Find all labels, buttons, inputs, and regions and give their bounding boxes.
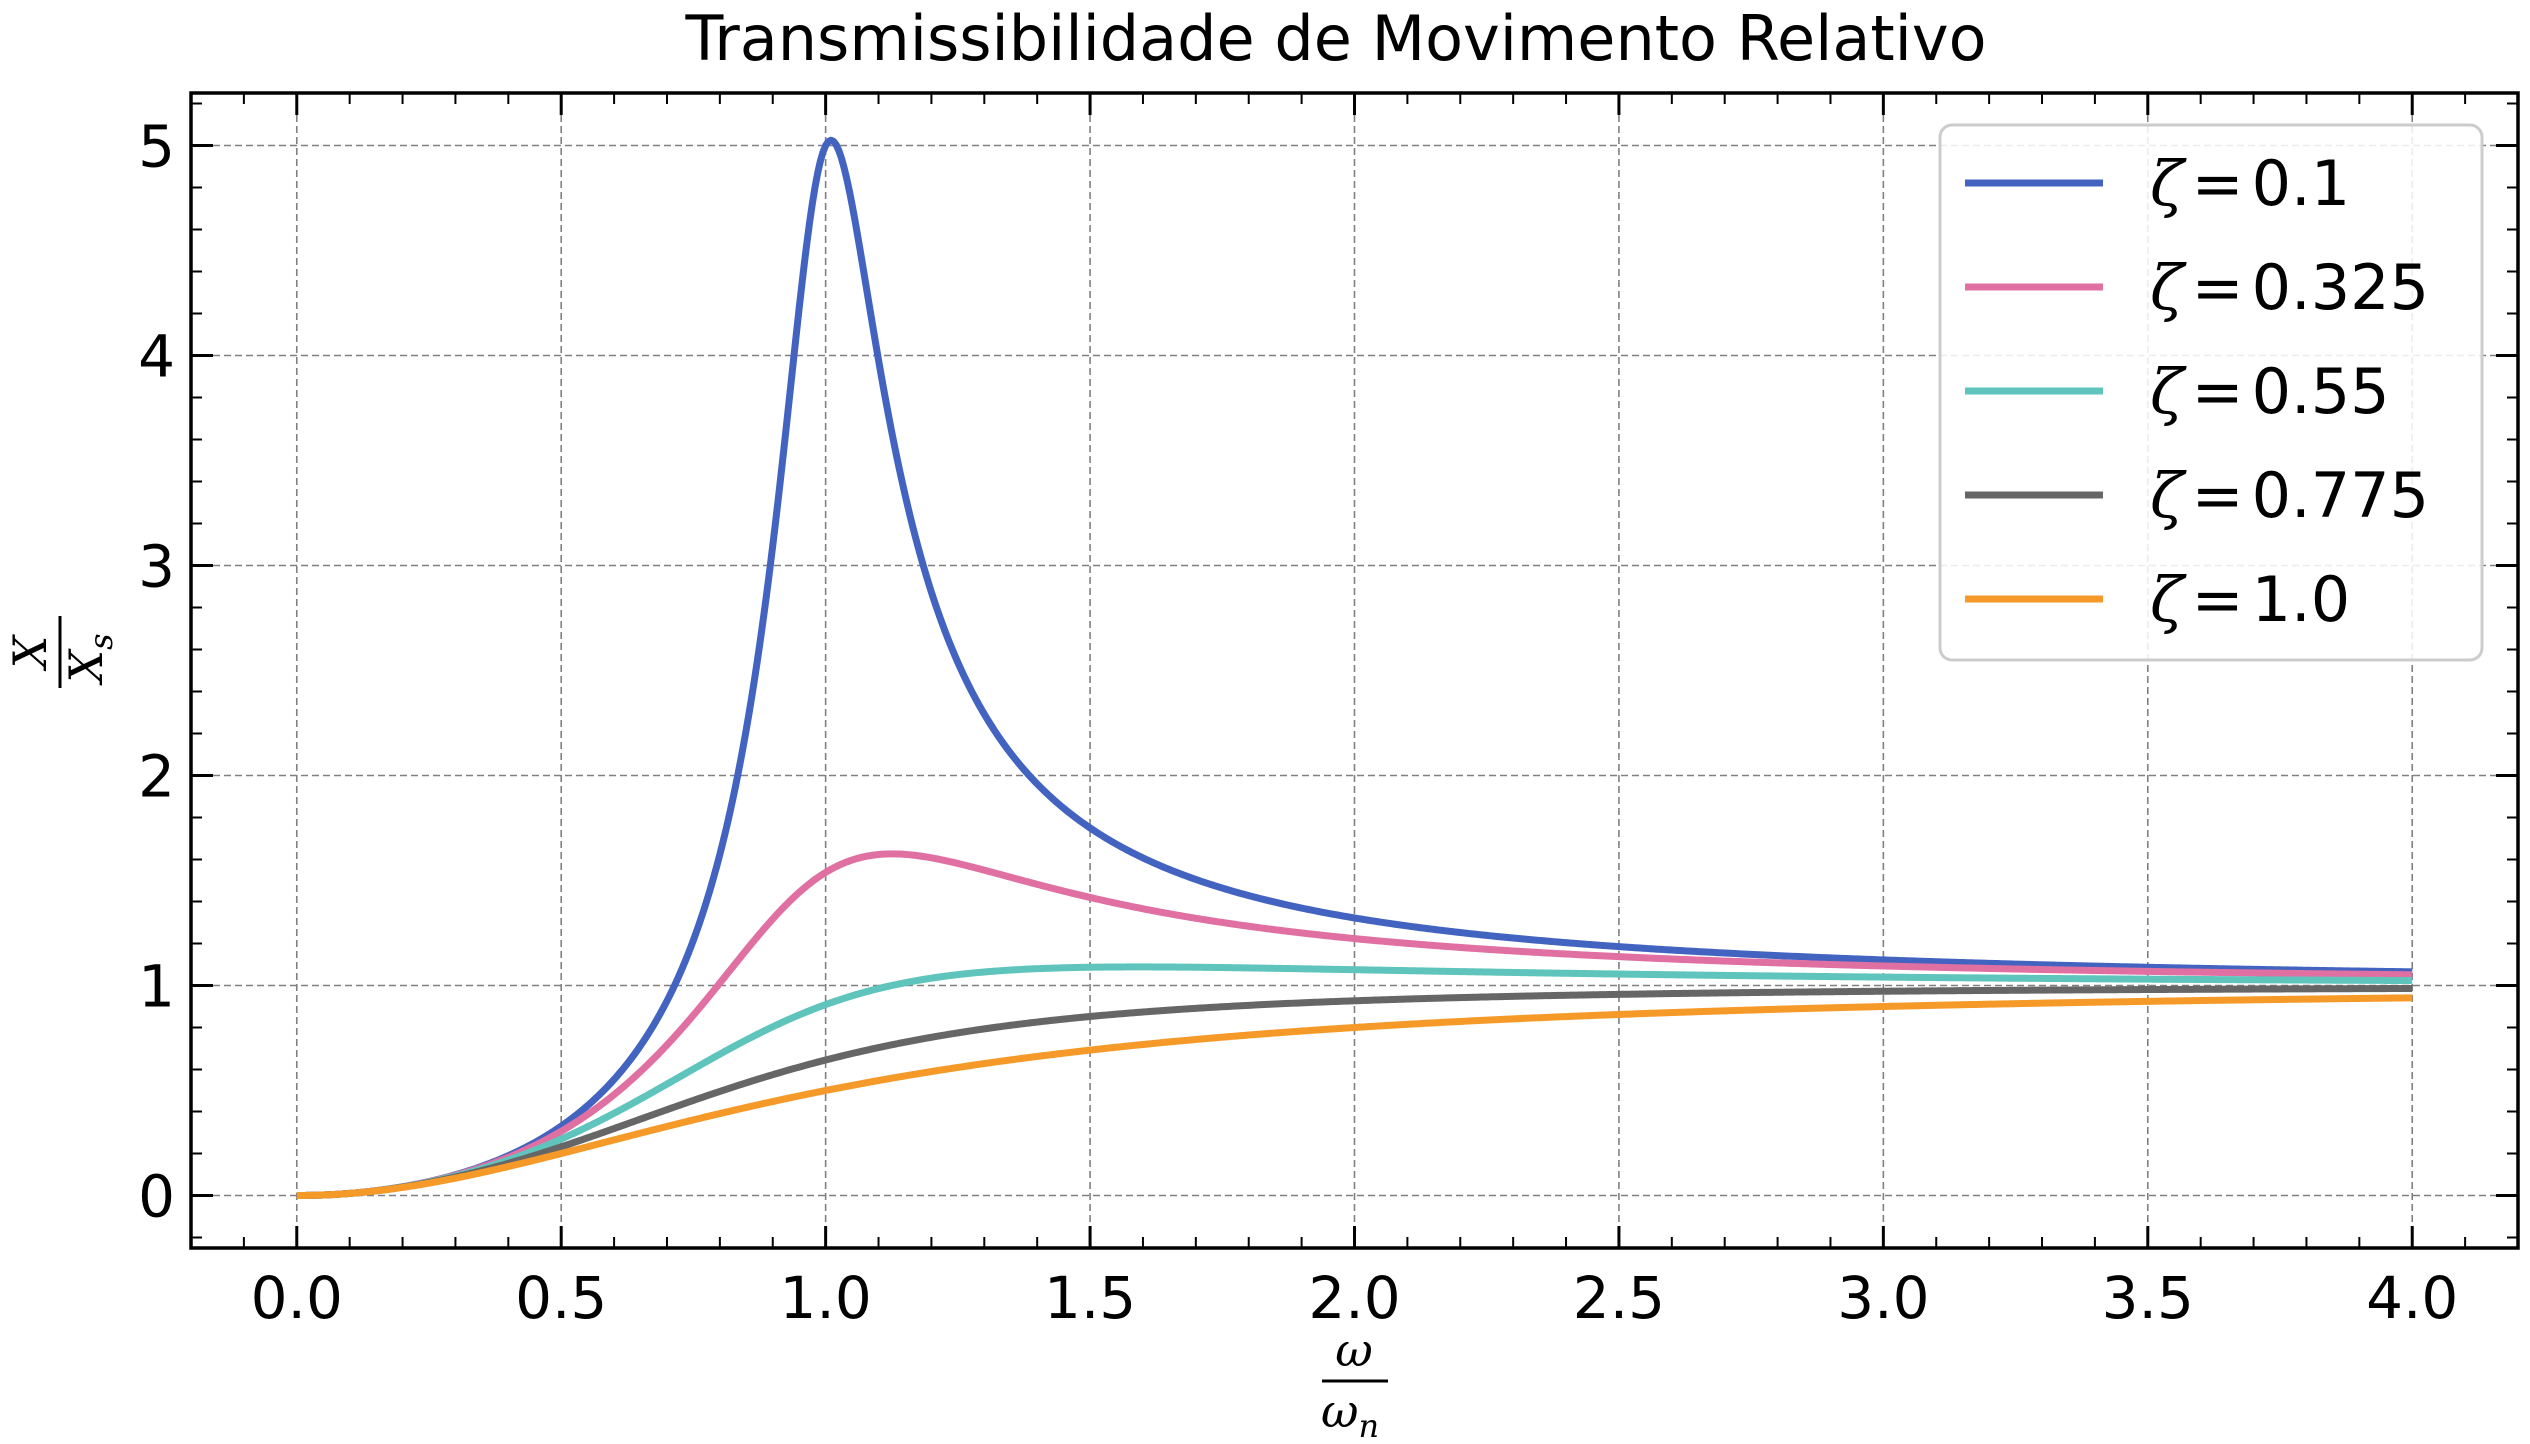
legend-box [1938, 123, 2484, 662]
x-tick-label: 2.0 [1308, 1264, 1400, 1332]
x-axis-label: ω ωn [1321, 1323, 1388, 1444]
x-tick-label: 2.5 [1573, 1264, 1665, 1332]
y-label-denominator: Xs [59, 633, 120, 685]
x-label-numerator: ω [1335, 1323, 1373, 1377]
y-tick-label: 0 [138, 1163, 175, 1231]
x-tick-label: 0.0 [251, 1264, 343, 1332]
y-axis-label: X Xs [3, 616, 120, 688]
plot-frame [189, 91, 2520, 1250]
x-tick-label: 3.0 [1837, 1264, 1929, 1332]
x-tick-label: 1.5 [1044, 1264, 1136, 1332]
y-tick-label: 1 [138, 953, 175, 1021]
series-line-4 [295, 994, 2414, 1199]
series-line-3 [295, 984, 2414, 1199]
series-lines [295, 136, 2414, 1199]
y-tick-labels: 0 1 2 3 4 5 [138, 113, 175, 1231]
legend-label-0: ζ = 0.1 [2150, 147, 2350, 220]
x-tick-label: 1.0 [780, 1264, 872, 1332]
legend-label-1: ζ = 0.325 [2150, 251, 2429, 324]
y-tick-label: 5 [138, 113, 175, 181]
series-line-0 [295, 136, 2414, 1199]
chart-title: Transmissibilidade de Movimento Relativo [684, 2, 1986, 75]
legend-label-4: ζ = 1.0 [2150, 563, 2350, 636]
legend: ζ = 0.1 ζ = 0.325 ζ = 0.55 ζ = 0.775 ζ = 1.0 [1938, 123, 2484, 662]
legend-label-3: ζ = 0.775 [2150, 459, 2429, 532]
y-tick-label: 3 [138, 533, 175, 601]
x-tick-label: 4.0 [2366, 1264, 2458, 1332]
legend-label-2: ζ = 0.55 [2150, 355, 2390, 428]
y-tick-label: 2 [138, 743, 175, 811]
y-tick-label: 4 [138, 323, 175, 391]
x-tick-label: 3.5 [2102, 1264, 2194, 1332]
series-line-1 [295, 850, 2414, 1199]
x-label-denominator: ωn [1321, 1384, 1379, 1444]
y-label-numerator: X [3, 633, 57, 671]
x-tick-labels: 0.0 0.5 1.0 1.5 2.0 2.5 3.0 3.5 4.0 [251, 1264, 2459, 1332]
series-line-2 [295, 963, 2414, 1199]
x-tick-label: 0.5 [515, 1264, 607, 1332]
axis-ticks [191, 93, 2518, 1248]
